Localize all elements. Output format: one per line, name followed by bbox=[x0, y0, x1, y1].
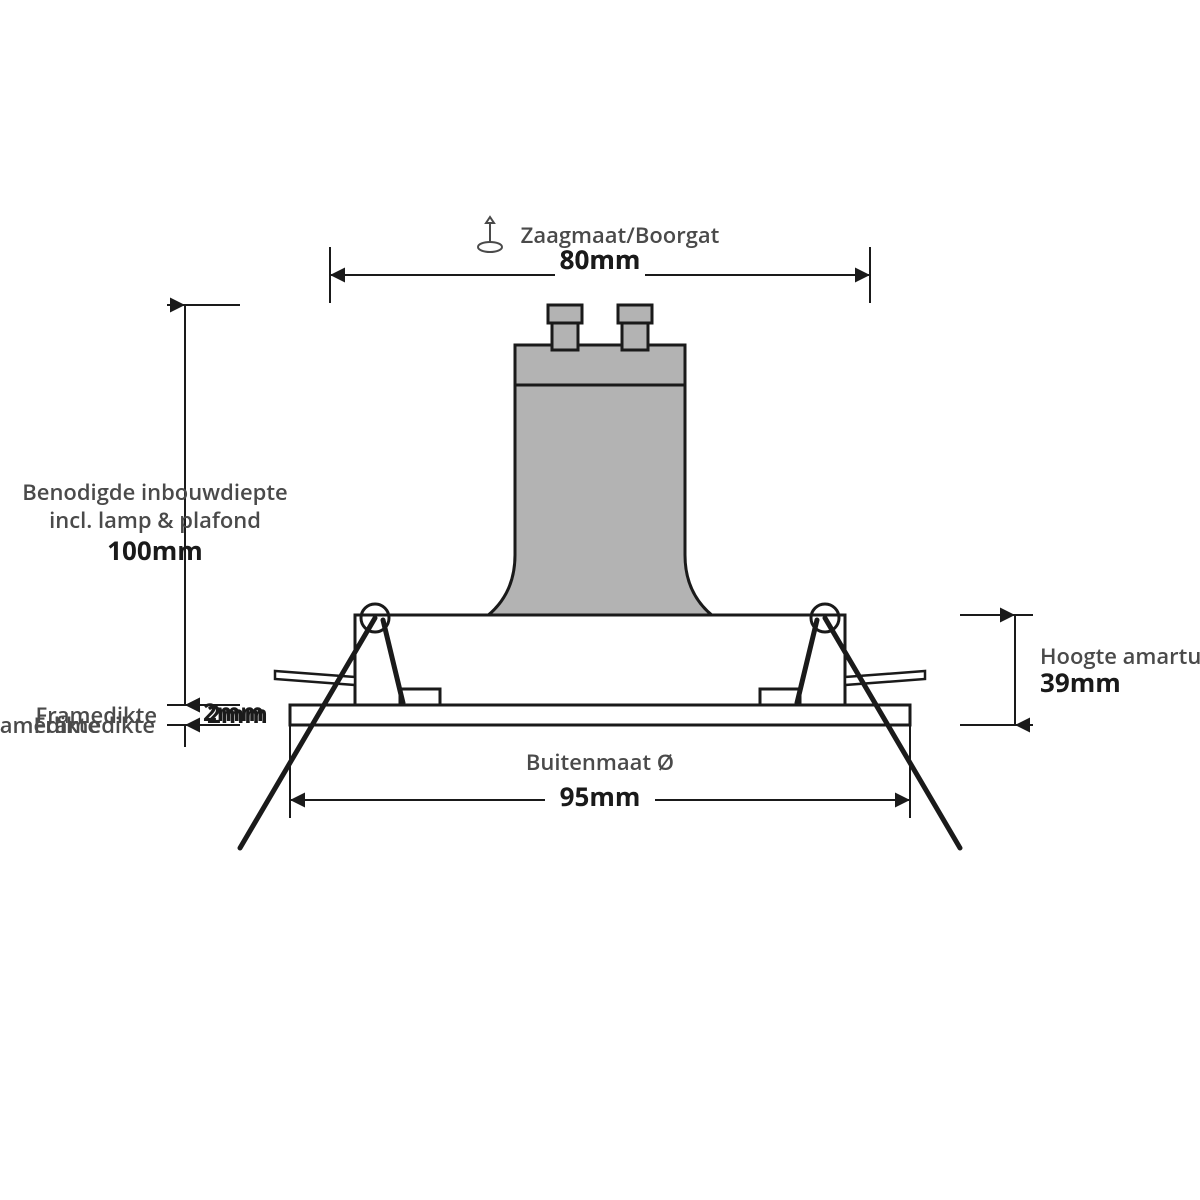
spring-clip bbox=[240, 618, 375, 848]
svg-text:incl. lamp & plafond: incl. lamp & plafond bbox=[49, 505, 261, 535]
bulb-cap bbox=[515, 345, 685, 385]
label-inbouwdiepte: Benodigde inbouwdiepte bbox=[22, 477, 287, 507]
svg-text:95mm: 95mm bbox=[560, 778, 641, 814]
label-buitenmaat: Buitenmaat Ø bbox=[526, 747, 674, 777]
bulb-pin-head bbox=[618, 305, 652, 323]
svg-text:100mm: 100mm bbox=[107, 532, 203, 568]
svg-text:Framedikte: Framedikte bbox=[36, 700, 157, 730]
svg-text:80mm: 80mm bbox=[560, 241, 641, 277]
svg-text:39mm: 39mm bbox=[1040, 664, 1121, 700]
housing-body bbox=[355, 615, 845, 705]
technical-diagram: Zaagmaat/Boorgat80mm80mmBenodigde inbouw… bbox=[0, 0, 1200, 1200]
bulb-pin-head bbox=[548, 305, 582, 323]
spring-clip bbox=[825, 618, 960, 848]
flange bbox=[290, 705, 910, 725]
svg-text:2mm: 2mm bbox=[207, 698, 268, 731]
